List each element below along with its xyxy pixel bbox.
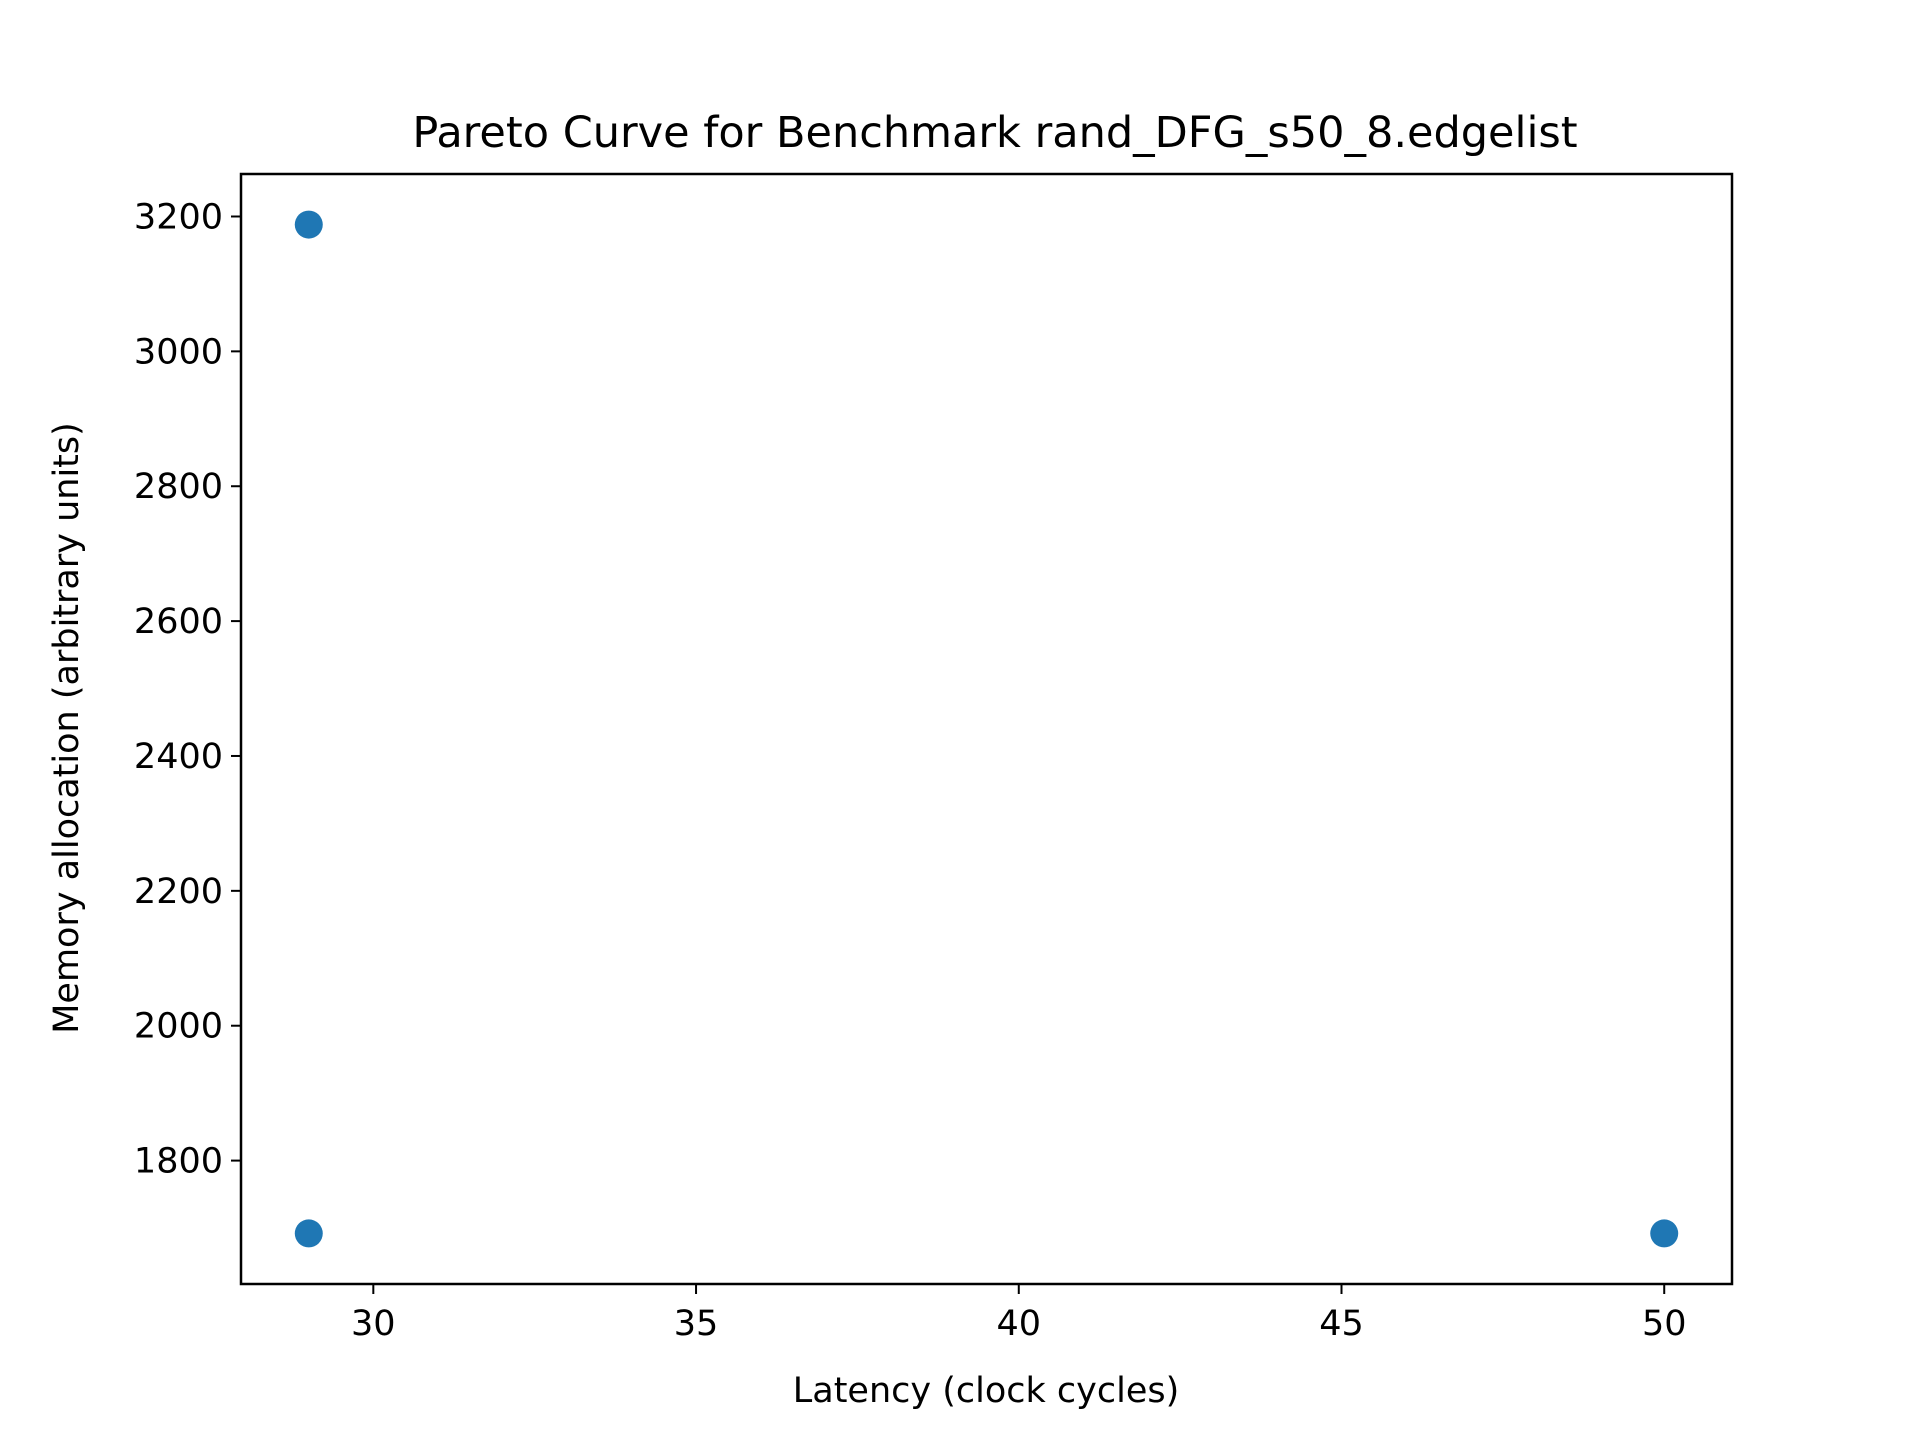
y-tick-label: 3200: [134, 197, 223, 237]
y-tick-label: 3000: [134, 332, 223, 372]
y-tick-label: 2600: [134, 602, 223, 642]
y-tick-label: 2800: [134, 467, 223, 507]
x-tick-label: 40: [996, 1304, 1041, 1344]
y-axis-ticks: 1800 2000 2200 2400 2600 2800 3000 3200: [134, 197, 241, 1182]
plot-area-frame: [239, 172, 1734, 1286]
x-axis-title: Latency (clock cycles): [793, 1371, 1180, 1411]
scatter-points: [294, 210, 1679, 1248]
x-axis-ticks: 30 35 40 45 50: [351, 1284, 1687, 1344]
x-tick-label: 30: [351, 1304, 396, 1344]
y-tick-label: 2200: [134, 872, 223, 912]
scatter-point: [294, 210, 323, 239]
x-tick-label: 50: [1642, 1304, 1687, 1344]
y-tick-label: 2000: [134, 1007, 223, 1047]
y-tick-label: 2400: [134, 737, 223, 777]
x-tick-label: 35: [674, 1304, 719, 1344]
scatter-point: [294, 1219, 323, 1248]
scatter-point: [1650, 1219, 1679, 1248]
chart-title: Pareto Curve for Benchmark rand_DFG_s50_…: [412, 108, 1577, 158]
y-axis-title: Memory allocation (arbitrary units): [47, 422, 87, 1034]
x-tick-label: 45: [1319, 1304, 1364, 1344]
y-tick-label: 1800: [134, 1142, 223, 1182]
